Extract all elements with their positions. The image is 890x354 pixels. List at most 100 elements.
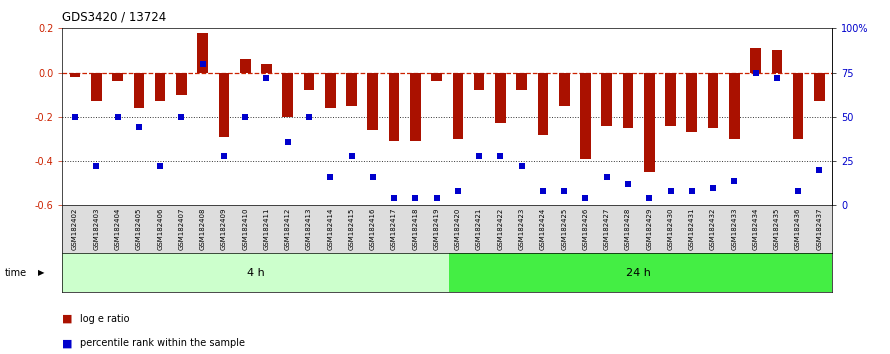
Point [132, 125, 146, 130]
Bar [198, 33, 208, 73]
Bar [282, 73, 293, 117]
Point [323, 174, 337, 180]
Text: GSM182437: GSM182437 [816, 208, 822, 250]
Text: GSM182435: GSM182435 [774, 208, 780, 250]
Bar [559, 73, 570, 106]
Bar [155, 73, 166, 101]
Point [409, 195, 423, 201]
Bar [686, 73, 697, 132]
Text: GSM182415: GSM182415 [349, 208, 354, 250]
Bar [495, 73, 506, 124]
Text: time: time [4, 268, 27, 278]
Text: GSM182413: GSM182413 [306, 208, 312, 250]
Text: 24 h: 24 h [627, 268, 651, 278]
Text: GSM182408: GSM182408 [199, 208, 206, 250]
Point [450, 188, 465, 194]
Text: ▶: ▶ [38, 268, 44, 277]
Text: GSM182434: GSM182434 [753, 208, 758, 250]
Text: GDS3420 / 13724: GDS3420 / 13724 [62, 10, 166, 23]
Text: GSM182426: GSM182426 [582, 208, 588, 250]
Text: GSM182420: GSM182420 [455, 208, 461, 250]
Point [89, 164, 103, 169]
Point [770, 75, 784, 81]
Text: GSM182436: GSM182436 [795, 208, 801, 250]
Text: GSM182425: GSM182425 [562, 208, 567, 250]
Text: ■: ■ [62, 338, 73, 348]
Bar [772, 51, 782, 73]
Text: ■: ■ [62, 314, 73, 324]
Bar [134, 73, 144, 108]
Point [196, 61, 210, 67]
Bar [665, 73, 676, 126]
Point [302, 114, 316, 120]
Bar [750, 48, 761, 73]
Text: GSM182404: GSM182404 [115, 208, 120, 250]
Text: GSM182433: GSM182433 [732, 208, 737, 250]
Point [727, 178, 741, 183]
Text: GSM182402: GSM182402 [72, 208, 78, 250]
Bar [219, 73, 230, 137]
Bar [325, 73, 336, 108]
Text: GSM182431: GSM182431 [689, 208, 695, 250]
Point [238, 114, 252, 120]
Text: GSM182430: GSM182430 [668, 208, 674, 250]
Point [514, 164, 529, 169]
Point [280, 139, 295, 144]
Point [813, 167, 827, 173]
Text: GSM182419: GSM182419 [433, 208, 440, 250]
Text: GSM182403: GSM182403 [93, 208, 100, 250]
Point [344, 153, 359, 159]
Text: GSM182417: GSM182417 [391, 208, 397, 250]
Bar [452, 73, 463, 139]
Text: GSM182409: GSM182409 [221, 208, 227, 250]
Point [578, 195, 593, 201]
Text: log e ratio: log e ratio [80, 314, 130, 324]
Bar [303, 73, 314, 90]
Bar [346, 73, 357, 106]
Point [259, 75, 273, 81]
Point [684, 188, 699, 194]
Bar [538, 73, 548, 135]
Bar [516, 73, 527, 90]
Point [472, 153, 486, 159]
Point [643, 195, 657, 201]
Point [557, 188, 571, 194]
Text: GSM182407: GSM182407 [178, 208, 184, 250]
Point [110, 114, 125, 120]
Text: GSM182410: GSM182410 [242, 208, 248, 250]
Bar [176, 73, 187, 95]
Bar [623, 73, 634, 128]
Bar [368, 73, 378, 130]
Text: GSM182429: GSM182429 [646, 208, 652, 250]
Point [217, 153, 231, 159]
Bar [814, 73, 825, 101]
Text: 4 h: 4 h [247, 268, 264, 278]
Point [706, 185, 720, 190]
Text: GSM182428: GSM182428 [625, 208, 631, 250]
Text: GSM182418: GSM182418 [412, 208, 418, 250]
Text: GSM182423: GSM182423 [519, 208, 525, 250]
Text: GSM182416: GSM182416 [369, 208, 376, 250]
Point [68, 114, 82, 120]
Bar [432, 73, 442, 81]
Text: GSM182412: GSM182412 [285, 208, 291, 250]
Bar [389, 73, 400, 141]
Bar [240, 59, 250, 73]
Point [536, 188, 550, 194]
Bar [261, 64, 271, 73]
Bar [112, 73, 123, 81]
Bar [69, 73, 80, 77]
Bar [410, 73, 421, 141]
Point [174, 114, 189, 120]
Point [791, 188, 805, 194]
Text: GSM182422: GSM182422 [498, 208, 504, 250]
Point [748, 70, 763, 75]
Point [430, 195, 444, 201]
Bar [793, 73, 804, 139]
Bar [580, 73, 591, 159]
Bar [708, 73, 718, 128]
Bar [62, 253, 449, 292]
Bar [91, 73, 101, 101]
Point [493, 153, 507, 159]
Text: GSM182421: GSM182421 [476, 208, 482, 250]
